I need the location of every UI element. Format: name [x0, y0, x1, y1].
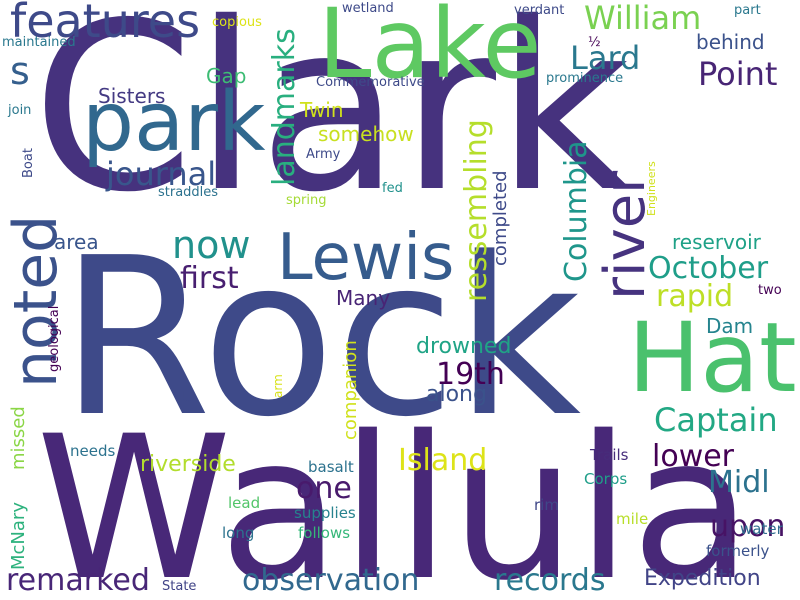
word-two: two — [758, 283, 782, 298]
word-straddles: straddles — [158, 185, 219, 200]
word-lower: lower — [652, 439, 735, 474]
word-expedition: Expedition — [644, 566, 761, 591]
word-island: Island — [398, 443, 488, 478]
word-commemorative: Commemorative — [316, 75, 425, 90]
word-verdant: verdant — [514, 3, 565, 18]
word-long: long — [222, 524, 255, 542]
word-arm: arm — [271, 374, 285, 398]
word-somehow: somehow — [318, 122, 414, 146]
word-prominence: prominence — [546, 71, 624, 86]
word-william: William — [584, 0, 702, 37]
word-twin: Twin — [300, 98, 344, 122]
word-behind: behind — [696, 30, 765, 54]
word-part: part — [734, 3, 761, 18]
word-copious: copious — [212, 15, 262, 30]
word-needs: needs — [70, 442, 116, 460]
word-landmarks: landmarks — [267, 28, 302, 186]
word-19th: 19th — [436, 357, 505, 392]
word-mcnary: McNary — [8, 502, 29, 570]
word-follows: follows — [298, 524, 351, 542]
word-s: s — [10, 49, 30, 93]
word-join: join — [8, 103, 32, 118]
word-rock: Rock — [60, 212, 582, 465]
word-wallula: Wallula — [36, 393, 753, 600]
word-remarked: remarked — [6, 563, 150, 598]
word-corps: Corps — [584, 470, 628, 488]
word-now: now — [172, 223, 251, 267]
word-basalt: basalt — [308, 458, 354, 476]
word-features: features — [10, 0, 201, 48]
word-wetland: wetland — [342, 1, 394, 16]
word-first: first — [180, 261, 239, 296]
word-army: Army — [306, 147, 341, 162]
word-rapid: rapid — [656, 279, 734, 314]
word-trails: Trails — [590, 446, 629, 464]
word-maintained: maintained — [2, 35, 76, 50]
word-half: ½ — [588, 35, 601, 50]
word-lake: Lake — [318, 0, 542, 100]
word-supplies: supplies — [294, 504, 356, 522]
word-observation: observation — [242, 563, 420, 598]
word-missed: missed — [8, 406, 29, 470]
word-fed: fed — [382, 181, 403, 196]
word-along: along — [426, 382, 487, 407]
word-captain: Captain — [654, 401, 778, 439]
word-u: U — [182, 388, 193, 406]
word-reservoir: reservoir — [672, 230, 761, 254]
word-companion: companion — [340, 340, 361, 440]
word-rim: rim — [534, 496, 559, 514]
word-hat: Hat — [628, 302, 797, 414]
word-lewis: Lewis — [277, 221, 455, 295]
word-records: records — [494, 563, 606, 598]
word-state: State — [162, 579, 197, 594]
word-october: October — [648, 251, 769, 286]
word-sisters: Sisters — [98, 84, 166, 108]
word-upon: upon — [710, 509, 786, 544]
word-water: water — [740, 520, 783, 538]
word-drowned: drowned — [416, 334, 512, 359]
word-columbia: Columbia — [559, 140, 594, 282]
word-boat: Boat — [21, 148, 36, 178]
word-completed: completed — [490, 170, 511, 266]
word-geological: geological — [47, 305, 62, 372]
word-journal: journal — [106, 155, 217, 193]
word-gap: Gap — [206, 64, 247, 88]
word-mile: mile — [616, 510, 649, 528]
word-formerly: formerly — [706, 542, 770, 560]
word-clark: Clark — [32, 0, 631, 243]
word-lead: lead — [228, 494, 261, 512]
word-dam: Dam — [706, 314, 754, 338]
word-area: area — [54, 230, 99, 254]
word-park: park — [82, 75, 266, 170]
word-riverside: riverside — [140, 452, 236, 477]
word-one: one — [296, 471, 352, 506]
word-ressembling: ressembling — [459, 119, 494, 302]
word-spring: spring — [286, 193, 327, 208]
word-lard: Lard — [570, 39, 641, 77]
word-midl: Midl — [708, 465, 770, 500]
word-point: Point — [698, 55, 778, 93]
word-engineers: Engineers — [645, 161, 658, 216]
word-many: Many — [336, 286, 391, 310]
